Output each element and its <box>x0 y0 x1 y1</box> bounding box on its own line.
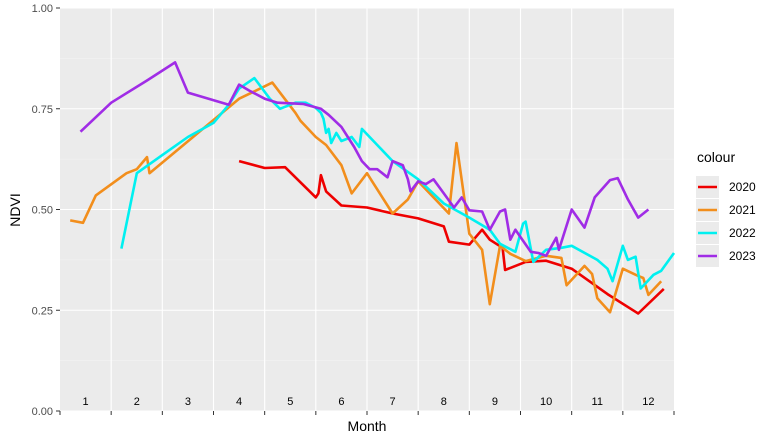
series-line-2022 <box>120 76 676 290</box>
month-label: 5 <box>287 396 293 408</box>
y-tick-label: 0.75 <box>32 104 53 116</box>
series-line-2020 <box>238 159 665 315</box>
legend-label-2023: 2023 <box>729 249 756 263</box>
legend-title: colour <box>697 149 735 165</box>
month-label: 11 <box>592 396 603 408</box>
legend: colour 2020 2021 2022 2023 <box>696 149 756 267</box>
legend-items: 2020 2021 2022 2023 <box>696 176 756 267</box>
month-label: 6 <box>338 396 344 408</box>
month-label: 4 <box>236 396 242 408</box>
x-axis-ticks <box>59 411 675 415</box>
y-tick-label: 1.00 <box>32 3 53 15</box>
y-tick-label: 0.00 <box>32 406 53 418</box>
series-line-2023 <box>79 61 650 258</box>
month-label: 12 <box>642 396 654 408</box>
x-axis-title: Month <box>348 418 387 434</box>
month-label: 8 <box>441 396 447 408</box>
month-label: 10 <box>540 396 552 408</box>
legend-label-2020: 2020 <box>729 180 756 194</box>
y-tick-label: 0.50 <box>32 205 53 217</box>
legend-label-2022: 2022 <box>729 226 756 240</box>
month-label: 7 <box>390 396 396 408</box>
y-axis-title: NDVI <box>7 193 23 226</box>
month-label: 2 <box>134 396 140 408</box>
month-label: 1 <box>83 396 89 408</box>
month-label: 9 <box>492 396 498 408</box>
y-axis: 0.00 0.25 0.50 0.75 1.00 <box>32 3 60 418</box>
series-lines <box>69 61 676 315</box>
major-gridlines <box>60 7 674 412</box>
legend-label-2021: 2021 <box>729 203 756 217</box>
y-tick-label: 0.25 <box>32 305 53 317</box>
month-labels: 1 2 3 4 5 6 7 8 9 10 11 12 <box>83 396 655 408</box>
month-label: 3 <box>185 396 191 408</box>
